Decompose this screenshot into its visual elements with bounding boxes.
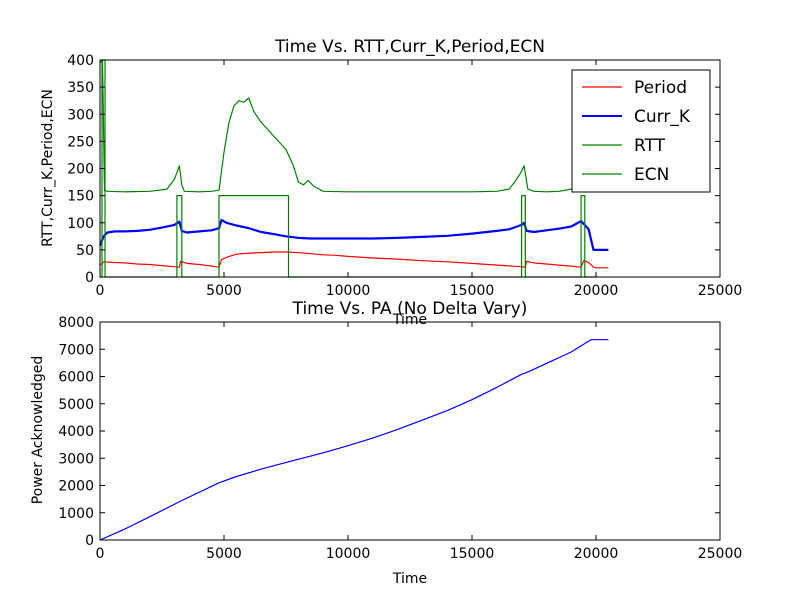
x-tick-label: 25000	[698, 283, 743, 299]
y-axis-label: RTT,Curr_K,Period,ECN	[40, 89, 56, 247]
x-tick-label: 20000	[574, 283, 619, 299]
x-tick-label: 10000	[326, 546, 371, 562]
legend-label-rtt: RTT	[634, 136, 666, 156]
plot-frame	[99, 321, 721, 541]
x-tick-label: 25000	[698, 546, 743, 562]
series-line-period	[99, 251, 609, 269]
axis-ticks: 0 5000 10000 15000 20000 25000 0 1000 2000 3000 40…	[58, 315, 742, 562]
legend: Period Curr_K RTT ECN	[571, 69, 711, 193]
x-tick-label: 20000	[574, 546, 619, 562]
series-line-rtt	[99, 59, 580, 193]
y-tick-label: 100	[67, 216, 94, 232]
chart-title: Time Vs. PA (No Delta Vary)	[292, 299, 528, 319]
y-tick-label: 5000	[58, 397, 94, 413]
y-axis-label: Power Acknowledged	[30, 356, 46, 505]
chart-power-acknowledged: Time Vs. PA (No Delta Vary) Power Acknow…	[30, 299, 742, 587]
plot-frame	[99, 59, 721, 278]
y-tick-label: 350	[67, 80, 94, 96]
axis-ticks: 0 5000 10000 15000 20000 25000 0 50 100 150 200 250…	[67, 53, 742, 299]
y-tick-label: 8000	[58, 315, 94, 331]
chart-rtt-currk-period-ecn: Time Vs. RTT,Curr_K,Period,ECN RTT,Curr_…	[40, 37, 742, 328]
x-tick-label: 15000	[450, 283, 495, 299]
y-tick-label: 400	[67, 53, 94, 69]
y-tick-label: 4000	[58, 424, 94, 440]
x-axis-label: Time	[392, 571, 427, 587]
x-tick-label: 0	[96, 546, 105, 562]
y-tick-label: 50	[76, 243, 94, 259]
y-tick-label: 6000	[58, 370, 94, 386]
x-tick-label: 5000	[206, 283, 242, 299]
legend-label-ecn: ECN	[634, 165, 669, 185]
legend-label-period: Period	[634, 78, 687, 98]
legend-label-curr-k: Curr_K	[634, 107, 691, 127]
legend-box	[571, 69, 711, 193]
x-tick-label: 10000	[326, 283, 371, 299]
y-tick-label: 300	[67, 107, 94, 123]
x-tick-label: 5000	[206, 546, 242, 562]
series-line-curr-k	[98, 218, 609, 251]
y-tick-label: 150	[67, 189, 94, 205]
x-tick-label: 0	[96, 283, 105, 299]
y-tick-label: 200	[67, 162, 94, 178]
y-tick-label: 0	[85, 270, 94, 286]
y-tick-label: 7000	[58, 342, 94, 358]
y-tick-label: 2000	[58, 479, 94, 495]
series-line-series-1	[99, 339, 609, 541]
y-tick-label: 250	[67, 134, 94, 150]
y-tick-label: 1000	[58, 506, 94, 522]
y-tick-label: 3000	[58, 451, 94, 467]
x-axis-label: Time	[392, 312, 427, 328]
plot-area	[99, 339, 609, 541]
chart-title: Time Vs. RTT,Curr_K,Period,ECN	[274, 37, 545, 57]
y-tick-label: 0	[85, 533, 94, 549]
x-tick-label: 15000	[450, 546, 495, 562]
